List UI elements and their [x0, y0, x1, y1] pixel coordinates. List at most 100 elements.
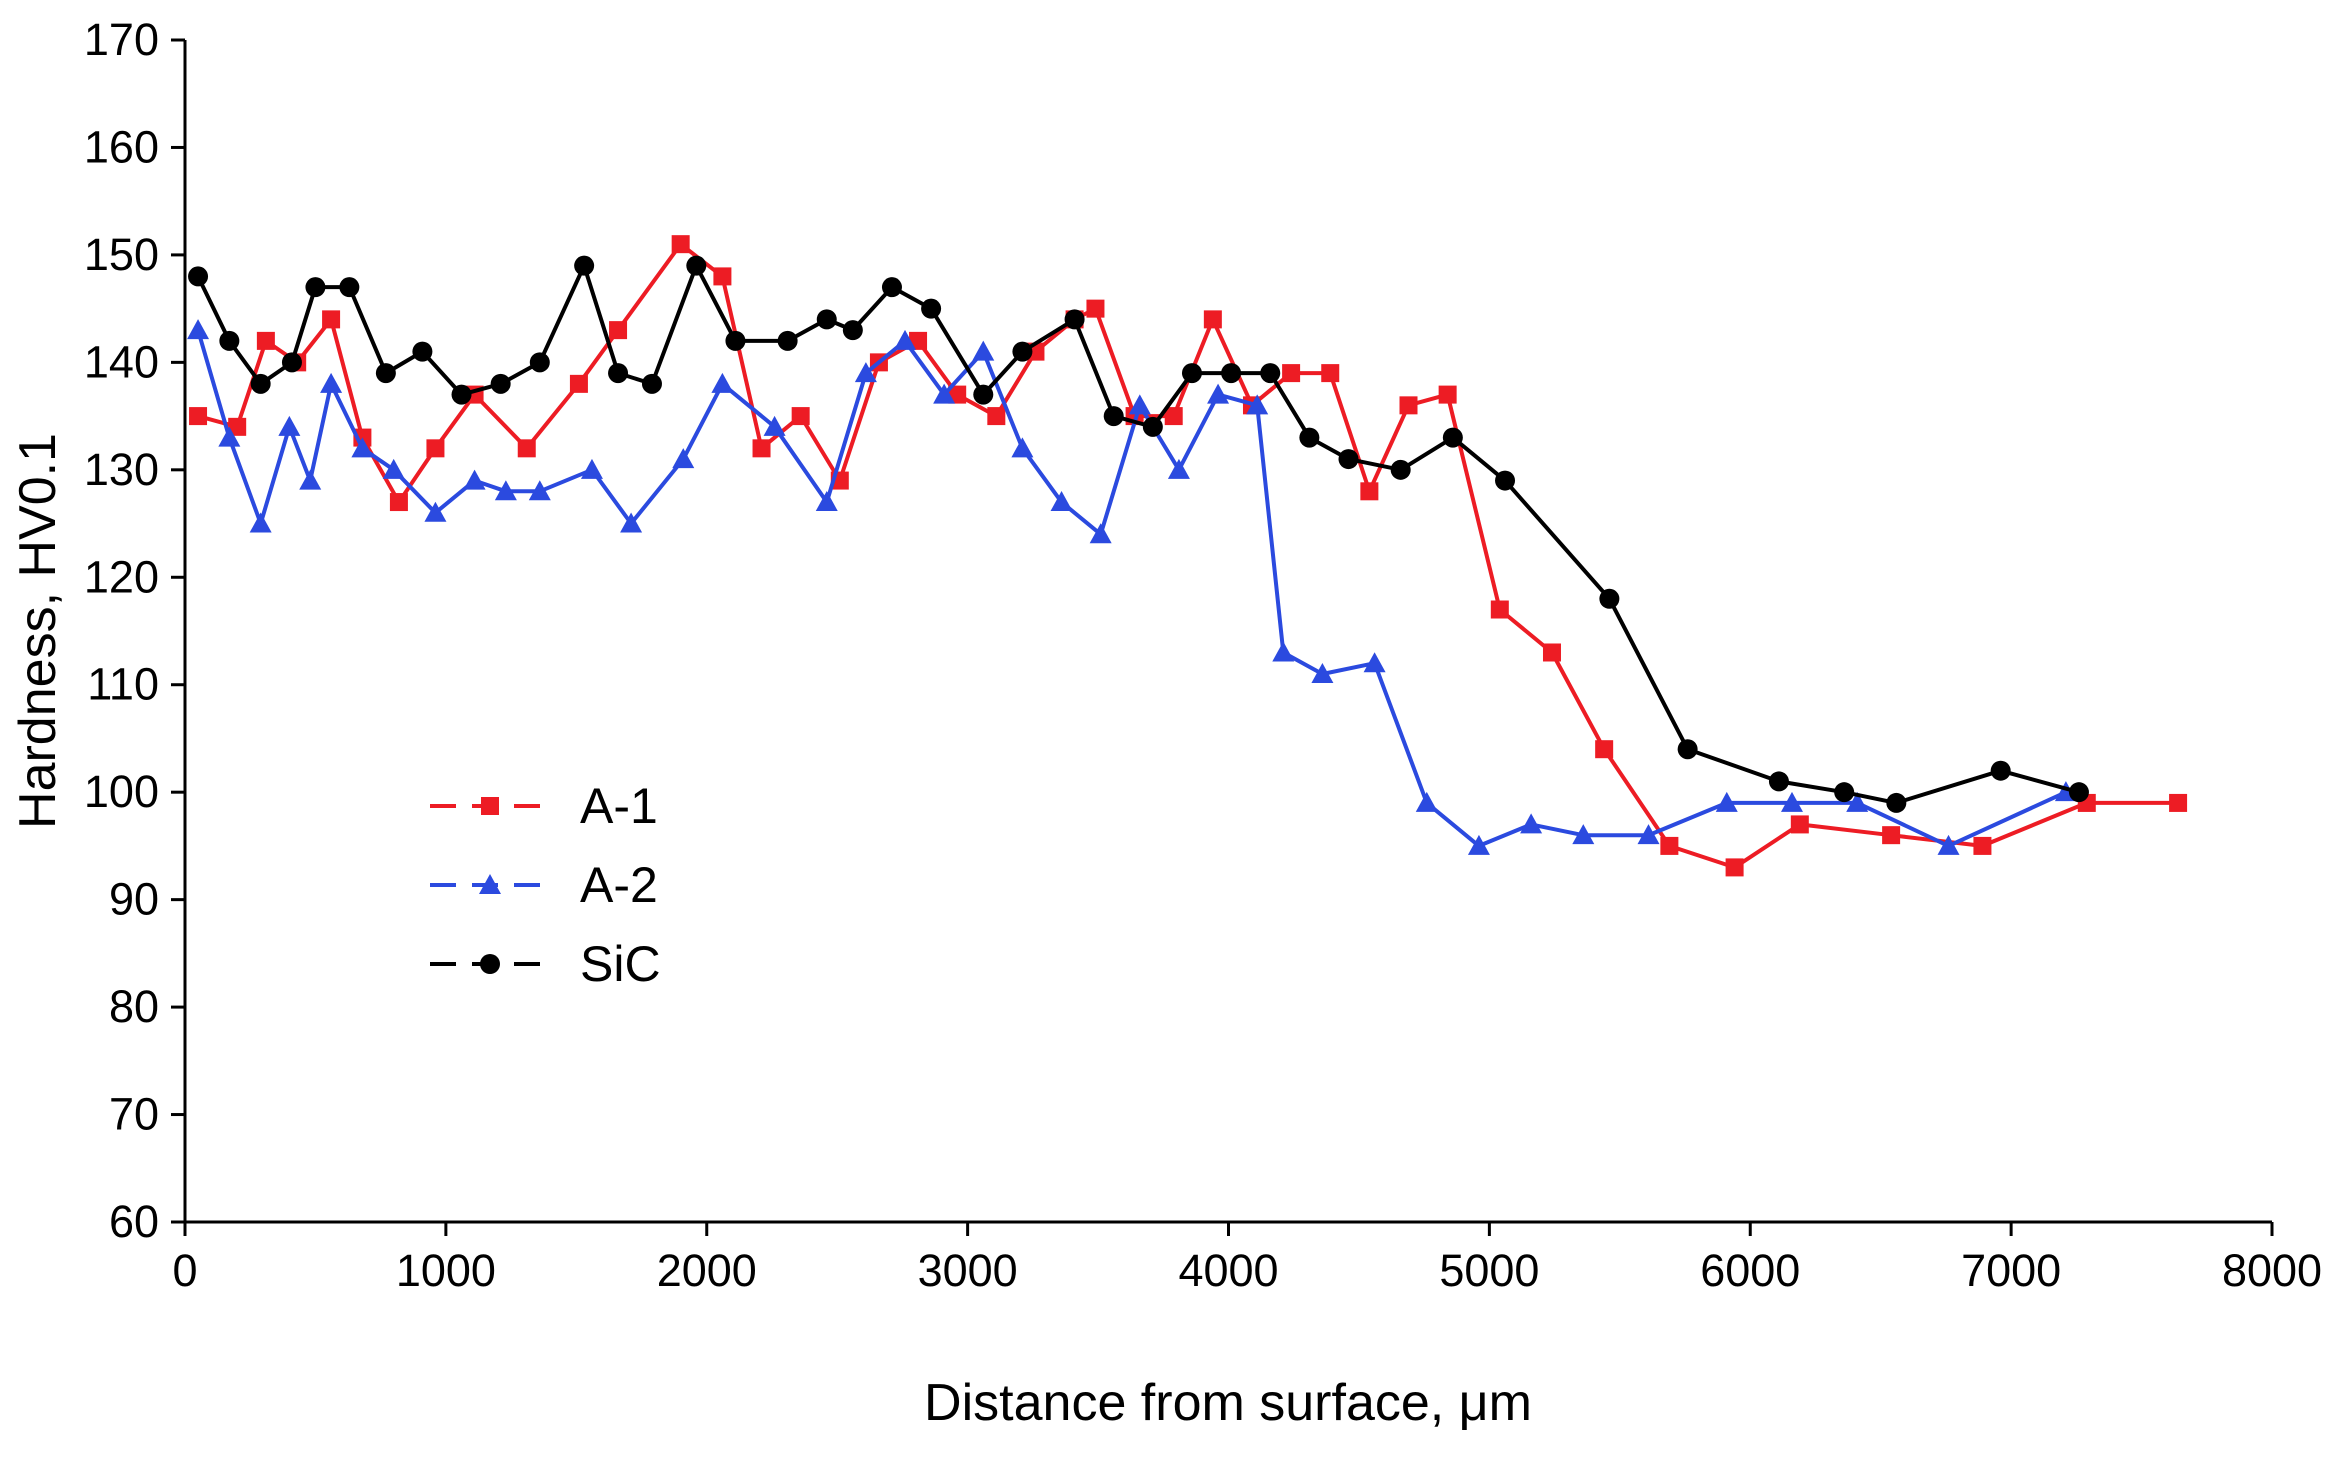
marker-circle	[219, 330, 240, 351]
marker-square	[1399, 396, 1418, 415]
marker-circle	[1599, 588, 1620, 609]
marker-triangle	[1780, 791, 1803, 812]
marker-circle	[641, 373, 662, 394]
marker-circle	[1886, 792, 1907, 813]
marker-circle	[339, 277, 360, 298]
x-tick-label: 3000	[918, 1245, 1018, 1296]
marker-circle	[1390, 459, 1411, 480]
x-tick-label: 2000	[657, 1245, 757, 1296]
marker-triangle	[249, 512, 272, 533]
y-tick-label: 90	[109, 874, 159, 925]
y-tick-label: 150	[84, 229, 159, 280]
marker-circle	[1103, 406, 1124, 427]
marker-square	[1360, 482, 1379, 501]
x-tick-label: 1000	[396, 1245, 496, 1296]
marker-triangle	[1715, 791, 1738, 812]
marker-square	[1790, 815, 1809, 834]
marker-circle	[574, 255, 595, 276]
legend: A-1 A-2 SiC	[430, 778, 661, 992]
marker-circle	[973, 384, 994, 405]
series-a-1	[189, 235, 2188, 877]
marker-circle	[490, 373, 511, 394]
x-axis-title: Distance from surface, μm	[924, 1374, 1532, 1432]
marker-triangle	[1011, 437, 1034, 458]
y-tick-label: 130	[84, 444, 159, 495]
marker-triangle	[1520, 813, 1543, 834]
marker-square	[1438, 385, 1457, 404]
series-a-2	[187, 319, 2077, 855]
marker-circle	[188, 266, 209, 287]
marker-triangle	[463, 469, 486, 490]
marker-square	[791, 407, 810, 426]
marker-circle	[305, 277, 326, 298]
marker-square	[517, 439, 536, 458]
marker-triangle	[815, 491, 838, 512]
marker-circle	[480, 954, 500, 974]
marker-square	[426, 439, 445, 458]
marker-triangle	[933, 383, 956, 404]
marker-square	[2169, 793, 2188, 812]
marker-circle	[281, 352, 302, 373]
marker-square	[389, 493, 408, 512]
marker-square	[948, 385, 967, 404]
marker-circle	[881, 277, 902, 298]
marker-square	[189, 407, 208, 426]
marker-triangle	[494, 480, 517, 501]
series-line	[196, 328, 2068, 848]
marker-circle	[921, 298, 942, 319]
marker-triangle	[1128, 394, 1151, 415]
marker-triangle	[351, 437, 374, 458]
marker-square	[909, 331, 928, 350]
marker-triangle	[1415, 791, 1438, 812]
marker-square	[1725, 858, 1744, 877]
marker-triangle	[1363, 652, 1386, 673]
marker-square	[1660, 836, 1679, 855]
marker-circle	[608, 363, 629, 384]
legend-label: A-2	[580, 857, 658, 913]
marker-circle	[1142, 416, 1163, 437]
marker-triangle	[763, 415, 786, 436]
y-tick-label: 120	[84, 551, 159, 602]
marker-circle	[777, 330, 798, 351]
marker-square	[1882, 826, 1901, 845]
legend-entry-a-1: A-1	[430, 778, 658, 834]
marker-triangle	[894, 329, 917, 350]
marker-circle	[529, 352, 550, 373]
marker-circle	[412, 341, 433, 362]
marker-circle	[1338, 449, 1359, 470]
marker-triangle	[580, 458, 603, 479]
marker-square	[1490, 600, 1509, 619]
y-tick-label: 110	[87, 659, 159, 710]
marker-circle	[250, 373, 271, 394]
marker-circle	[1768, 771, 1789, 792]
legend-label: A-1	[580, 778, 658, 834]
y-tick-label: 140	[84, 336, 159, 387]
marker-circle	[1495, 470, 1516, 491]
marker-triangle	[479, 874, 501, 894]
series-sic	[188, 255, 2089, 813]
marker-square	[1595, 740, 1614, 759]
x-tick-label: 5000	[1439, 1245, 1539, 1296]
y-tick-label: 160	[84, 121, 159, 172]
y-tick-label: 100	[84, 766, 159, 817]
marker-square	[671, 235, 690, 254]
marker-triangle	[1246, 394, 1269, 415]
marker-triangle	[528, 480, 551, 501]
marker-triangle	[972, 340, 995, 361]
y-tick-label: 170	[84, 14, 159, 65]
legend-label: SiC	[580, 936, 661, 992]
marker-triangle	[382, 458, 405, 479]
marker-triangle	[424, 501, 447, 522]
legend-entry-a-2: A-2	[430, 857, 658, 913]
marker-circle	[1221, 363, 1242, 384]
marker-square	[713, 267, 732, 286]
marker-square	[1164, 407, 1183, 426]
marker-square	[256, 331, 275, 350]
y-tick-label: 60	[109, 1196, 159, 1247]
x-tick-label: 4000	[1178, 1245, 1278, 1296]
marker-triangle	[187, 319, 210, 340]
marker-circle	[1299, 427, 1320, 448]
marker-square	[1203, 310, 1222, 329]
marker-circle	[1677, 739, 1698, 760]
marker-square	[481, 797, 499, 815]
